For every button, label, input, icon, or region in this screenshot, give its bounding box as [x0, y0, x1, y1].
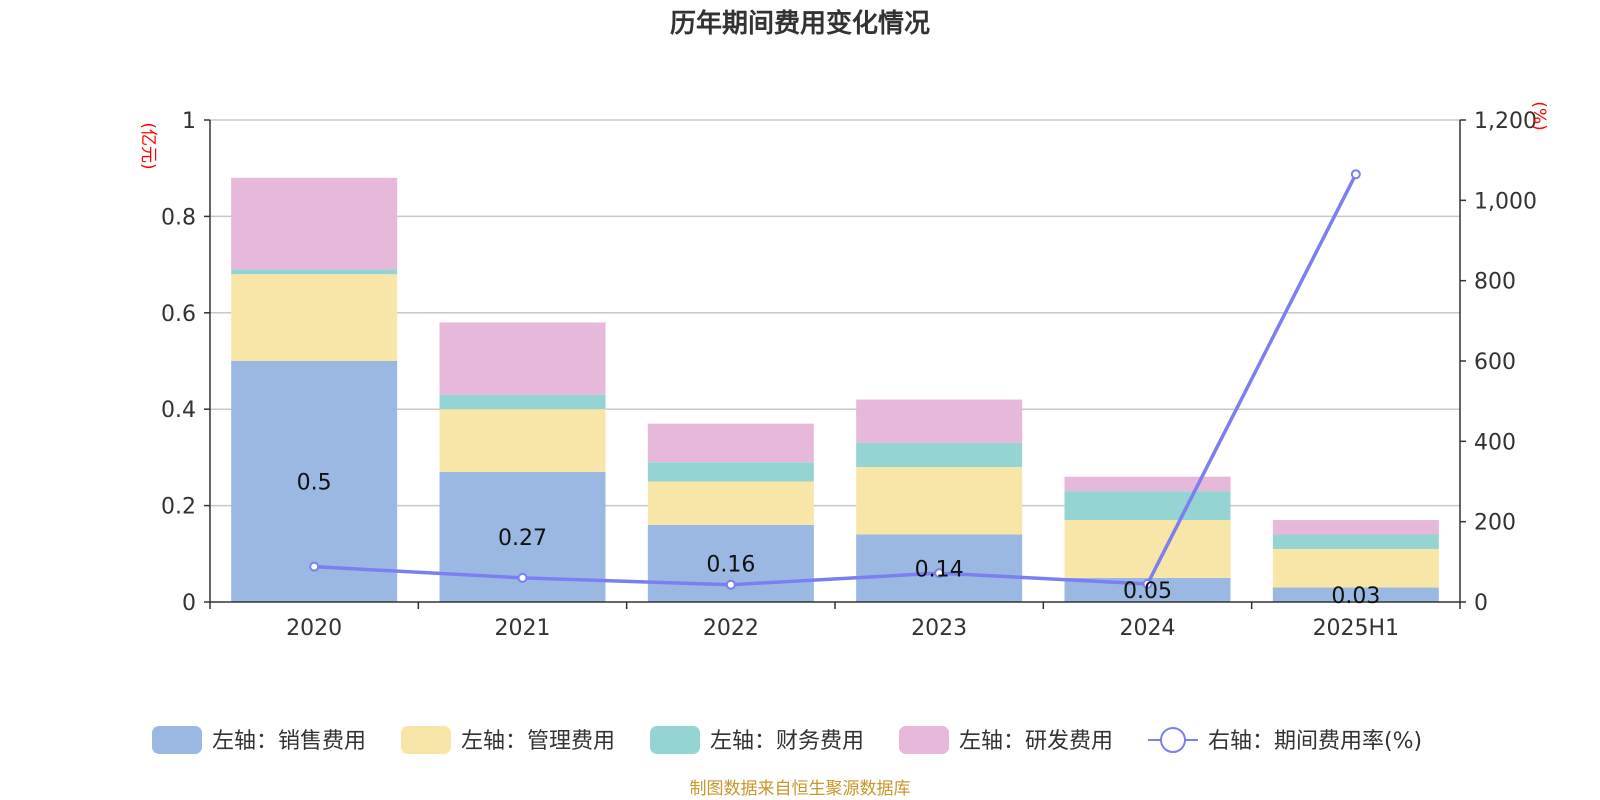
- rate-point: [1142, 578, 1153, 589]
- right-tick-label: 1,000: [1474, 189, 1537, 214]
- rate-series-line: [314, 173, 1358, 587]
- legend-swatch: [401, 726, 451, 754]
- rate-point: [517, 572, 528, 583]
- legend-label: 左轴：财务费用: [710, 729, 864, 754]
- bar-data-label: 0.27: [498, 526, 547, 551]
- legend-item[interactable]: 左轴：销售费用: [152, 726, 366, 754]
- bar-segment: [647, 423, 814, 463]
- right-axis-unit: (%): [1529, 101, 1549, 130]
- legend-swatch: [650, 726, 700, 754]
- bar-data-label: 0.05: [1123, 579, 1172, 604]
- gridlines: [210, 119, 1460, 507]
- right-tick-label: 800: [1474, 270, 1516, 295]
- left-axis-unit: (亿元): [138, 122, 158, 169]
- legend-marker-swatch: [1160, 727, 1186, 753]
- bar-segment: [856, 467, 1023, 535]
- legend[interactable]: 左轴：销售费用 左轴：管理费用 左轴：财务费用 左轴：研发费用 右轴：期间费用率(%): [152, 726, 1422, 754]
- legend-item[interactable]: 右轴：期间费用率(%): [1148, 727, 1422, 754]
- axes: 0 0.2 0.4 0.6 0.8 1 0 200 400 600 800 1,000 1,200 202…: [138, 101, 1549, 641]
- bar-data-label: 0.16: [706, 552, 755, 577]
- left-tick-label: 0.8: [161, 205, 196, 230]
- bar-segment: [1272, 520, 1439, 535]
- right-tick-label: 400: [1474, 430, 1516, 455]
- bar-segment: [647, 481, 814, 525]
- bar-segment: [1272, 587, 1439, 602]
- bar-segment: [1272, 534, 1439, 549]
- left-tick-label: 0.6: [161, 302, 196, 327]
- x-tick-label: 2020: [286, 616, 342, 641]
- rate-point: [934, 568, 945, 579]
- source-note: 制图数据来自恒生聚源数据库: [690, 779, 911, 799]
- bar-segment: [231, 274, 398, 361]
- legend-swatch: [899, 726, 949, 754]
- x-tick-label: 2023: [911, 616, 967, 641]
- legend-item[interactable]: 左轴：管理费用: [401, 726, 615, 754]
- left-tick-label: 0: [182, 591, 196, 616]
- bar-data-label: 0.03: [1331, 584, 1380, 609]
- x-tick-label: 2025H1: [1313, 616, 1400, 641]
- bar-segment: [439, 409, 606, 472]
- legend-label: 左轴：管理费用: [461, 729, 615, 754]
- rate-point: [725, 579, 736, 590]
- bar-data-label: 0.5: [297, 471, 332, 496]
- bar-segment: [1064, 520, 1231, 578]
- bar-segment: [439, 322, 606, 395]
- x-tick-label: 2024: [1120, 616, 1176, 641]
- data-labels: 0.5 0.27 0.16 0.14 0.05 0.03: [297, 471, 1381, 609]
- bar-segment: [856, 399, 1023, 443]
- left-tick-label: 1: [182, 109, 196, 134]
- left-tick-label: 0.2: [161, 495, 196, 520]
- right-tick-label: 600: [1474, 350, 1516, 375]
- legend-label: 左轴：研发费用: [959, 729, 1113, 754]
- bar-segment: [231, 177, 398, 270]
- legend-item[interactable]: 左轴：研发费用: [899, 726, 1113, 754]
- bar-segment: [647, 462, 814, 482]
- right-tick-label: 200: [1474, 511, 1516, 536]
- right-tick-label: 1,200: [1474, 109, 1537, 134]
- x-tick-label: 2021: [495, 616, 551, 641]
- right-tick-label: 0: [1474, 591, 1488, 616]
- chart-title: 历年期间费用变化情况: [670, 8, 930, 39]
- bar-data-label: 0.14: [915, 557, 964, 582]
- bars: [231, 177, 1439, 602]
- bar-segment: [1064, 476, 1231, 492]
- left-tick-label: 0.4: [161, 398, 196, 423]
- rate-point: [309, 561, 320, 572]
- legend-label: 右轴：期间费用率(%): [1208, 729, 1422, 754]
- bar-segment: [1064, 491, 1231, 521]
- legend-swatch: [152, 726, 202, 754]
- bar-segment: [231, 269, 398, 275]
- rate-line: [309, 169, 1361, 590]
- x-tick-label: 2022: [703, 616, 759, 641]
- legend-label: 左轴：销售费用: [212, 729, 366, 754]
- rate-point: [1350, 169, 1361, 180]
- legend-item[interactable]: 左轴：财务费用: [650, 726, 864, 754]
- bar-segment: [856, 442, 1023, 468]
- bar-segment: [439, 394, 606, 410]
- bar-segment: [1272, 548, 1439, 588]
